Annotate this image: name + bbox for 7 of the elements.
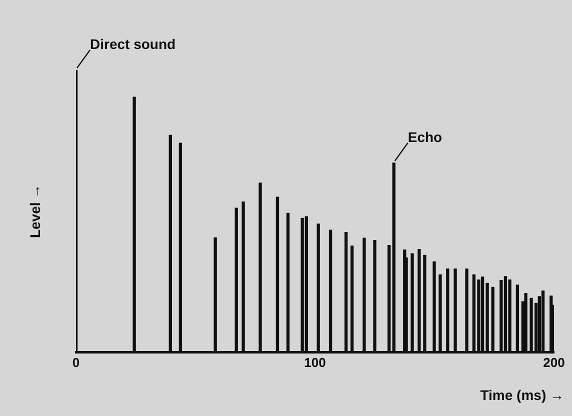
annotation: Direct sound (90, 36, 176, 52)
annotation: Echo (408, 128, 442, 145)
x-axis-title: Time (ms) → (480, 386, 564, 403)
x-tick-label: 200 (543, 354, 565, 370)
x-tick-label: 100 (304, 354, 326, 370)
x-tick-label: 0 (72, 354, 80, 370)
y-axis-title: Level → (26, 184, 43, 238)
